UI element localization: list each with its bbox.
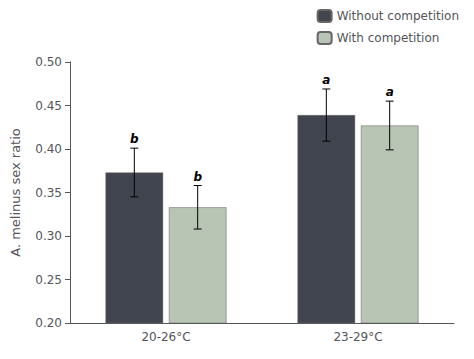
svg-text:0.20: 0.20 [35,316,62,330]
svg-text:Without competition: Without competition [337,9,459,23]
svg-text:With competition: With competition [337,31,440,45]
svg-text:b: b [130,132,139,146]
svg-text:0.30: 0.30 [35,229,62,243]
svg-text:20-26°C: 20-26°C [141,330,190,344]
svg-text:0.35: 0.35 [35,186,62,200]
svg-text:0.50: 0.50 [35,55,62,69]
svg-text:0.45: 0.45 [35,99,62,113]
svg-text:b: b [193,170,202,184]
svg-text:A. melinus sex ratio: A. melinus sex ratio [8,128,23,257]
svg-text:a: a [322,73,330,87]
svg-text:23-29°C: 23-29°C [333,330,382,344]
svg-text:0.25: 0.25 [35,273,62,287]
svg-text:a: a [386,85,394,99]
svg-text:0.40: 0.40 [35,142,62,156]
